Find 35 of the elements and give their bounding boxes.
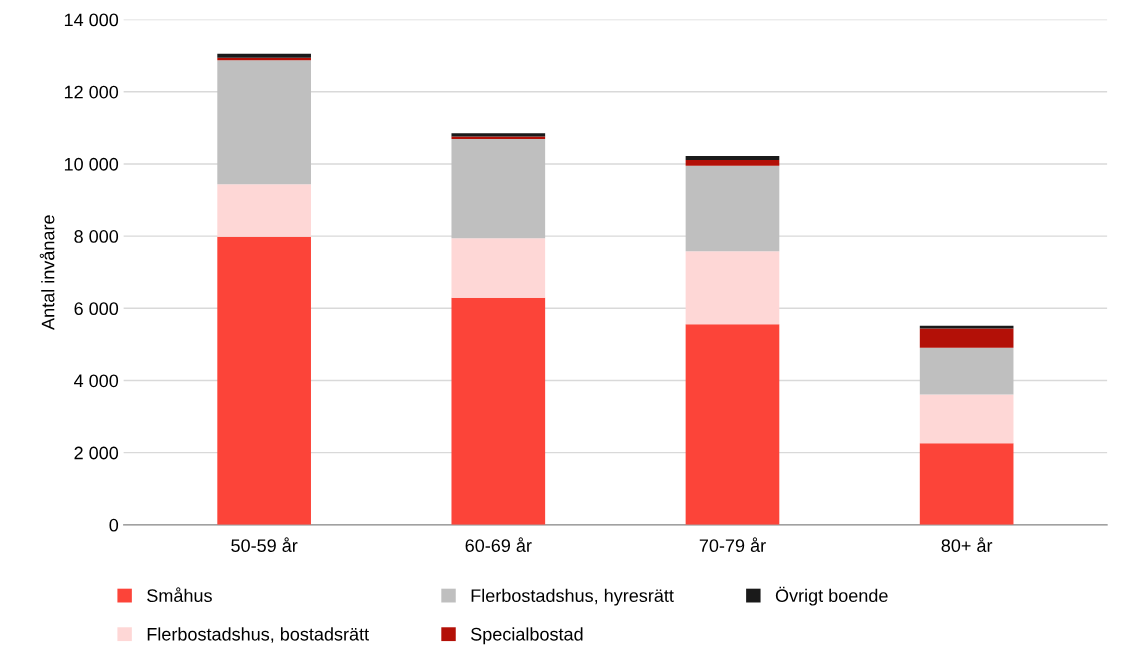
bar (685, 165, 780, 252)
x-tick-label: 80+ år (941, 537, 993, 553)
x-tick-label: 60-69 år (465, 537, 532, 553)
bar (919, 394, 1014, 444)
bar (217, 236, 311, 525)
bar (451, 139, 546, 239)
bar (217, 184, 311, 237)
bar (919, 325, 1014, 329)
bar (685, 324, 780, 525)
bar (451, 297, 546, 525)
x-tick-label: 70-79 år (699, 537, 766, 553)
y-tick-label: 8 000 (74, 230, 119, 243)
legend-label: Övrigt boende (775, 586, 888, 606)
y-axis-title: Antal invånare (39, 215, 55, 330)
bar (217, 53, 311, 58)
y-tick-label: 4 000 (74, 374, 119, 388)
y-tick-label: 0 (109, 518, 119, 532)
legend-label: Småhus (147, 587, 212, 603)
legend-label: Specialbostad (471, 627, 583, 645)
bar (451, 238, 546, 298)
bar (217, 60, 311, 185)
x-tick-label: 50-59 år (231, 537, 298, 553)
y-tick-label: 12 000 (64, 85, 119, 99)
legend-label: Flerbostadshus, hyresrätt (471, 588, 674, 606)
y-tick-label: 14 000 (64, 13, 119, 27)
bar (919, 347, 1014, 395)
y-tick-label: 10 000 (64, 157, 119, 171)
y-tick-label: 6 000 (74, 302, 119, 316)
bar (919, 443, 1014, 525)
bar (685, 155, 780, 160)
bar (685, 251, 780, 325)
legend-label: Flerbostadshus, bostadsrätt (147, 627, 369, 643)
bar (685, 159, 780, 166)
y-tick-label: 2 000 (74, 446, 119, 460)
bar (919, 328, 1014, 348)
